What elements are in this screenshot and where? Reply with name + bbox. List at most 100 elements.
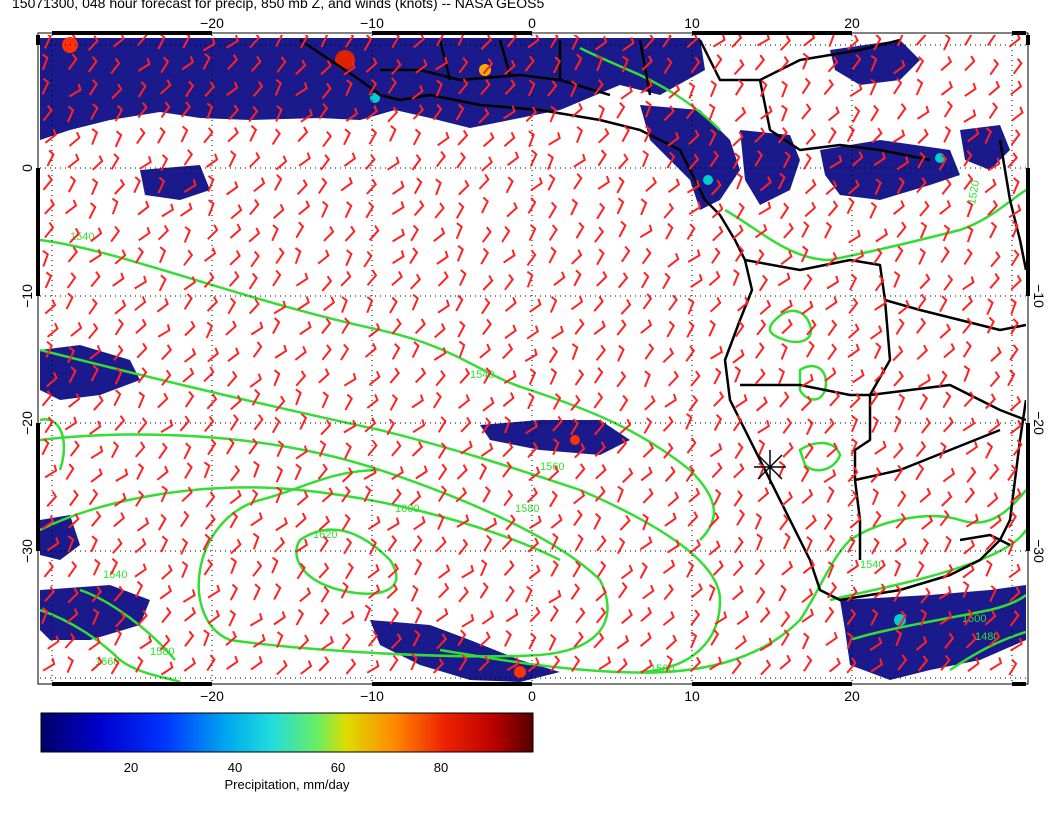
wind-barb (736, 202, 745, 220)
wind-barb (114, 318, 124, 336)
wind-barb (479, 631, 491, 647)
wind-barb (202, 533, 211, 551)
wind-barb (870, 325, 883, 340)
wind-barb (250, 321, 264, 336)
wind-barb (757, 487, 770, 503)
wind-barb (90, 535, 98, 553)
wind-barb (299, 321, 312, 336)
coastlines (299, 38, 1026, 602)
wind-barb (686, 560, 695, 578)
wind-barb (64, 199, 78, 215)
contour-line (798, 441, 842, 472)
wind-barb (42, 174, 53, 191)
wind-barb (548, 224, 558, 242)
wind-barb (363, 35, 373, 52)
coastline (299, 38, 1026, 602)
wind-barb (709, 443, 723, 458)
contour-label: 1580 (515, 503, 539, 515)
wind-barb (157, 126, 166, 144)
wind-barb (549, 296, 558, 313)
wind-barb (481, 156, 493, 172)
wind-barb (387, 156, 400, 171)
wind-barb (343, 537, 353, 555)
country-border (998, 139, 1026, 271)
wind-barb (252, 532, 260, 550)
wind-barb (782, 532, 791, 550)
wind-barb (456, 244, 465, 262)
wind-barb (989, 514, 1002, 530)
wind-barb (665, 655, 673, 672)
contour-line (40, 433, 609, 658)
contour-line (40, 486, 561, 562)
wind-barb (664, 512, 677, 527)
wind-barb (800, 245, 809, 263)
wind-barb (665, 222, 674, 240)
wind-barb (340, 177, 353, 192)
wind-barb (987, 35, 997, 46)
contour-label: 1540 (70, 231, 94, 243)
wind-barb (111, 441, 120, 459)
wind-barb (823, 79, 834, 96)
wind-barb (801, 588, 814, 604)
wind-barb (685, 103, 697, 120)
wind-barb (732, 224, 744, 240)
wind-barb (783, 222, 794, 239)
wind-barb (183, 442, 192, 460)
wind-barb (249, 489, 259, 506)
wind-barb (988, 631, 1001, 647)
wind-barb (1008, 563, 1021, 579)
wind-barb (939, 200, 952, 215)
wind-barb (435, 56, 448, 71)
wind-barb (573, 489, 586, 505)
wind-barb (295, 445, 308, 460)
wind-barb (505, 514, 516, 531)
wind-barb (731, 585, 744, 601)
wind-barb (688, 487, 701, 503)
wind-barb (183, 607, 197, 622)
wind-barb (90, 271, 101, 288)
wind-barb (823, 513, 833, 531)
wind-barb (227, 297, 237, 315)
wind-barb (662, 559, 676, 575)
wind-barb (734, 635, 747, 650)
wind-barb (42, 657, 56, 672)
wind-barb (598, 104, 605, 122)
wind-barb (271, 128, 281, 146)
wind-barb (161, 369, 172, 386)
contour-labels: 1540 1560 1580 1600 1620 1640 1660 1580 … (70, 179, 999, 675)
wind-barb (435, 607, 449, 623)
wind-barb (67, 153, 80, 169)
wind-barb (482, 58, 494, 75)
wind-barb (295, 370, 307, 387)
wind-barb (294, 346, 307, 361)
wind-barb (365, 153, 376, 170)
wind-barb (437, 463, 448, 481)
wind-barb (160, 661, 174, 676)
wind-barb (89, 345, 102, 360)
wind-barb (1009, 586, 1021, 603)
wind-barb (202, 37, 216, 52)
wind-barb (846, 197, 855, 215)
wind-barb (824, 418, 835, 434)
wind-barb (229, 414, 239, 431)
wind-barb (640, 79, 653, 94)
wind-barb (780, 610, 791, 628)
wind-barb (641, 55, 653, 71)
wind-barb (295, 221, 305, 239)
wind-barb (782, 442, 794, 458)
wind-barb (896, 156, 910, 171)
wind-barb (571, 655, 581, 673)
wind-barb (708, 270, 721, 286)
wind-barb (253, 177, 266, 193)
wind-barb (781, 80, 788, 98)
wind-barb (526, 249, 537, 266)
wind-barb (363, 485, 372, 503)
location-marker (754, 450, 786, 484)
wind-barb (1012, 58, 1023, 75)
country-border (758, 79, 931, 162)
wind-barb (298, 634, 310, 651)
wind-barb (88, 636, 101, 651)
wind-barb (596, 202, 606, 220)
wind-barb (295, 538, 309, 553)
wind-barb (344, 393, 353, 411)
